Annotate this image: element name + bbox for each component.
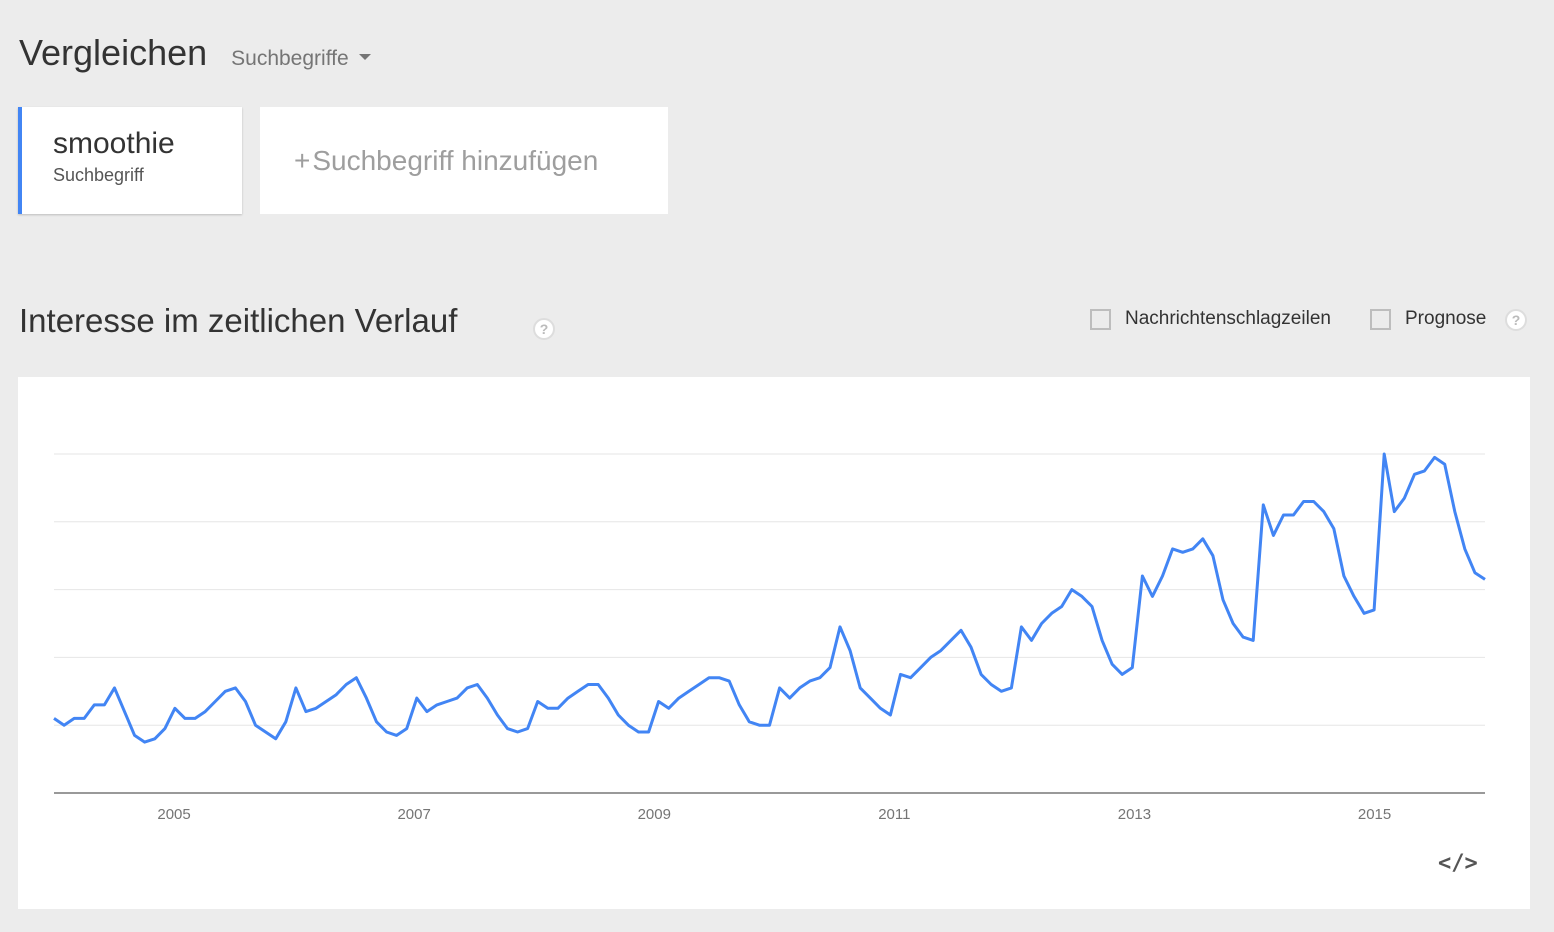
checkbox-box[interactable]	[1370, 308, 1391, 330]
checkbox-box[interactable]	[1090, 308, 1111, 330]
series-line[interactable]	[53, 452, 1486, 744]
caret-down-icon	[358, 54, 371, 60]
x-tick-label: 2011	[878, 806, 910, 823]
x-tick-label: 2009	[638, 806, 671, 823]
x-tick-label: 2013	[1118, 806, 1151, 823]
add-term-button[interactable]: + Suchbegriff hinzufügen	[260, 107, 668, 214]
compare-type-dropdown[interactable]: Suchbegriffe	[231, 47, 371, 71]
embed-code-icon[interactable]: </>	[1438, 851, 1478, 876]
forecast-checkbox[interactable]: Prognose	[1370, 308, 1486, 330]
interest-over-time-chart: 2005 2007 2009 2011 2013 2015	[53, 452, 1486, 823]
news-headlines-checkbox[interactable]: Nachrichtenschlagzeilen	[1090, 308, 1331, 330]
x-tick-label: 2005	[157, 806, 190, 823]
add-term-label: Suchbegriff hinzufügen	[312, 144, 599, 176]
compare-type-label: Suchbegriffe	[231, 47, 349, 70]
x-tick-label: 2015	[1358, 806, 1391, 823]
section-title: Interesse im zeitlichen Verlauf	[19, 302, 458, 339]
forecast-help-icon[interactable]: ?	[1505, 309, 1527, 331]
x-tick-label: 2007	[397, 806, 430, 823]
page-title: Vergleichen	[19, 32, 208, 73]
news-headlines-label: Nachrichtenschlagzeilen	[1125, 308, 1331, 329]
chart-panel: 2005 2007 2009 2011 2013 2015 </>	[18, 377, 1530, 909]
term-name: smoothie	[53, 127, 175, 160]
help-icon[interactable]: ?	[533, 318, 555, 340]
search-term-card[interactable]: smoothie Suchbegriff	[18, 107, 242, 214]
plus-icon: +	[294, 144, 311, 176]
page-header: Vergleichen Suchbegriffe	[19, 32, 371, 74]
term-type: Suchbegriff	[53, 165, 144, 185]
forecast-label: Prognose	[1405, 308, 1487, 329]
